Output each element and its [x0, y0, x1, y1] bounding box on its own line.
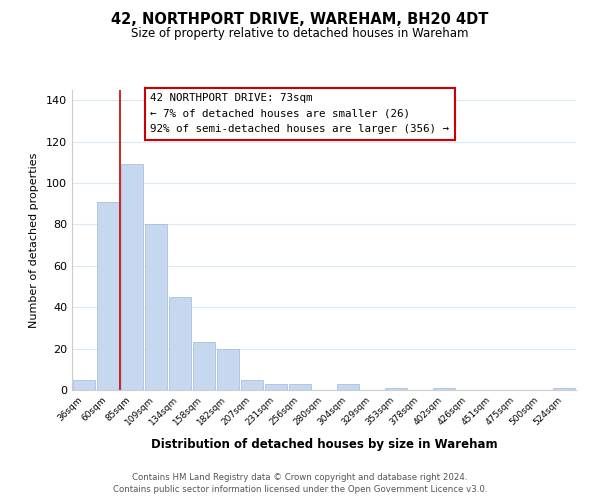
- Bar: [121, 164, 143, 390]
- Bar: [97, 202, 119, 390]
- Text: Contains HM Land Registry data © Crown copyright and database right 2024.: Contains HM Land Registry data © Crown c…: [132, 472, 468, 482]
- Y-axis label: Number of detached properties: Number of detached properties: [29, 152, 39, 328]
- Text: Contains public sector information licensed under the Open Government Licence v3: Contains public sector information licen…: [113, 485, 487, 494]
- Bar: [265, 384, 287, 390]
- Bar: [337, 384, 359, 390]
- Bar: [433, 388, 455, 390]
- Text: 42, NORTHPORT DRIVE, WAREHAM, BH20 4DT: 42, NORTHPORT DRIVE, WAREHAM, BH20 4DT: [112, 12, 488, 28]
- Bar: [385, 388, 407, 390]
- Bar: [553, 388, 575, 390]
- Bar: [217, 348, 239, 390]
- Bar: [289, 384, 311, 390]
- Text: 42 NORTHPORT DRIVE: 73sqm
← 7% of detached houses are smaller (26)
92% of semi-d: 42 NORTHPORT DRIVE: 73sqm ← 7% of detach…: [150, 93, 449, 134]
- Text: Size of property relative to detached houses in Wareham: Size of property relative to detached ho…: [131, 28, 469, 40]
- Bar: [73, 380, 95, 390]
- Bar: [241, 380, 263, 390]
- Bar: [145, 224, 167, 390]
- Bar: [169, 297, 191, 390]
- X-axis label: Distribution of detached houses by size in Wareham: Distribution of detached houses by size …: [151, 438, 497, 451]
- Bar: [193, 342, 215, 390]
